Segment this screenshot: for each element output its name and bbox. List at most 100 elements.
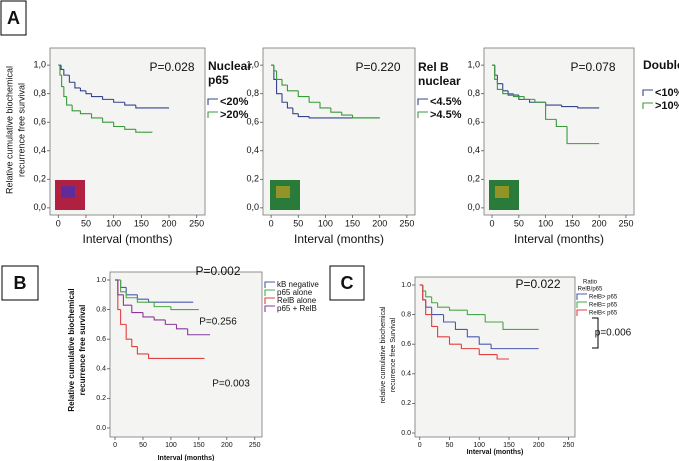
survival-step <box>494 65 498 80</box>
y-tick-label: 0,2 <box>467 174 480 184</box>
survival-step <box>102 117 114 123</box>
x-axis-label: Interval (months) <box>294 232 384 246</box>
x-tick-label: 200 <box>221 442 233 449</box>
survival-step <box>281 93 288 103</box>
legend-swatch <box>264 305 275 312</box>
x-axis-label: Interval (months) <box>158 455 215 461</box>
survival-step <box>297 90 310 98</box>
y-tick-label: 0,4 <box>467 145 480 155</box>
survival-step <box>422 284 426 301</box>
survival-step <box>276 70 282 80</box>
legend-swatch <box>264 289 275 296</box>
survival-step <box>478 348 498 356</box>
survival-step <box>79 87 86 92</box>
y-tick-label: 0.2 <box>401 400 411 407</box>
survival-step <box>534 99 546 103</box>
legend-title: nuclear <box>418 74 461 88</box>
survival-step <box>555 119 568 128</box>
survival-step <box>63 86 67 98</box>
legend-swatch <box>576 301 587 308</box>
x-tick-label: 100 <box>538 218 553 228</box>
legend-label: p65 alone <box>277 288 313 297</box>
survival-step <box>131 305 143 314</box>
legend-title: Double <box>643 58 679 72</box>
legend-label: <20% <box>220 96 249 108</box>
survival-step <box>466 329 480 338</box>
y-tick-label: 0,8 <box>33 88 46 98</box>
survival-step <box>71 105 81 112</box>
x-tick-label: 0 <box>490 218 495 228</box>
survival-step <box>142 312 155 318</box>
survival-step <box>502 321 539 330</box>
y-tick-label: 0.8 <box>401 311 411 318</box>
y-tick-label: 0.0 <box>96 425 106 432</box>
survival-step <box>454 321 468 330</box>
x-tick-label: 50 <box>81 218 91 228</box>
survival-step <box>437 302 450 308</box>
survival-step <box>113 99 125 103</box>
legend-label: <10% <box>655 87 679 99</box>
x-tick-label: 100 <box>318 218 333 228</box>
panel-label: A <box>7 8 20 28</box>
legend-title: Ratio <box>583 280 598 286</box>
survival-step <box>124 102 136 106</box>
survival-step <box>90 113 103 119</box>
survival-step <box>164 319 177 325</box>
survival-step <box>512 93 525 98</box>
survival-step <box>117 279 124 296</box>
survival-step <box>437 326 450 338</box>
y-tick-label: 0,6 <box>467 117 480 127</box>
panel-box <box>0 0 27 36</box>
survival-step <box>136 346 149 355</box>
y-tick-label: 0,0 <box>246 202 259 212</box>
survival-step <box>308 96 320 103</box>
legend-title: RelB/p65 <box>578 287 603 293</box>
legend-label: RelB> p65 <box>589 295 618 301</box>
survival-step <box>122 294 132 306</box>
survival-step <box>61 75 64 88</box>
survival-step <box>79 110 92 115</box>
survival-step <box>63 69 70 76</box>
survival-step <box>478 336 492 345</box>
inset-image <box>276 186 290 198</box>
survival-step <box>281 79 288 86</box>
x-axis-label: Interval (months) <box>82 232 172 246</box>
survival-step <box>170 306 199 311</box>
survival-step <box>85 90 92 95</box>
p-value: P=0.220 <box>355 60 400 74</box>
legend-label: RelB= p65 <box>589 303 618 309</box>
inset-image <box>61 186 75 198</box>
x-tick-label: 200 <box>592 218 607 228</box>
survival-step <box>545 102 557 120</box>
survival-step <box>484 314 504 323</box>
y-tick-label: 1,0 <box>33 60 46 70</box>
survival-step <box>102 96 114 100</box>
survival-step <box>308 116 326 119</box>
legend-label: p65 + RelB <box>277 304 317 313</box>
legend-title: Rel B <box>418 60 449 74</box>
legend-swatch <box>642 89 653 96</box>
survival-step <box>153 302 171 308</box>
survival-step <box>507 90 519 96</box>
legend-label: RelB< p65 <box>589 311 618 317</box>
y-axis-label: relative cumulative biochemical <box>380 306 387 403</box>
x-tick-label: 0 <box>113 442 117 449</box>
x-tick-label: 150 <box>345 218 360 228</box>
survival-step <box>135 105 147 109</box>
x-tick-label: 50 <box>293 218 303 228</box>
survival-step <box>148 353 166 359</box>
x-tick-label: 250 <box>618 218 633 228</box>
survival-step <box>292 107 299 115</box>
survival-step <box>135 129 142 133</box>
survival-step <box>466 310 486 316</box>
y-tick-label: 0,8 <box>467 88 480 98</box>
legend-label: RelB alone <box>277 296 317 305</box>
legend-swatch <box>207 98 218 105</box>
legend-label: kB negative <box>277 280 319 289</box>
survival-step <box>286 102 293 109</box>
plot-area <box>414 276 576 438</box>
y-tick-label: 0.4 <box>96 366 106 373</box>
survival-step <box>496 354 509 360</box>
x-tick-label: 150 <box>134 218 149 228</box>
